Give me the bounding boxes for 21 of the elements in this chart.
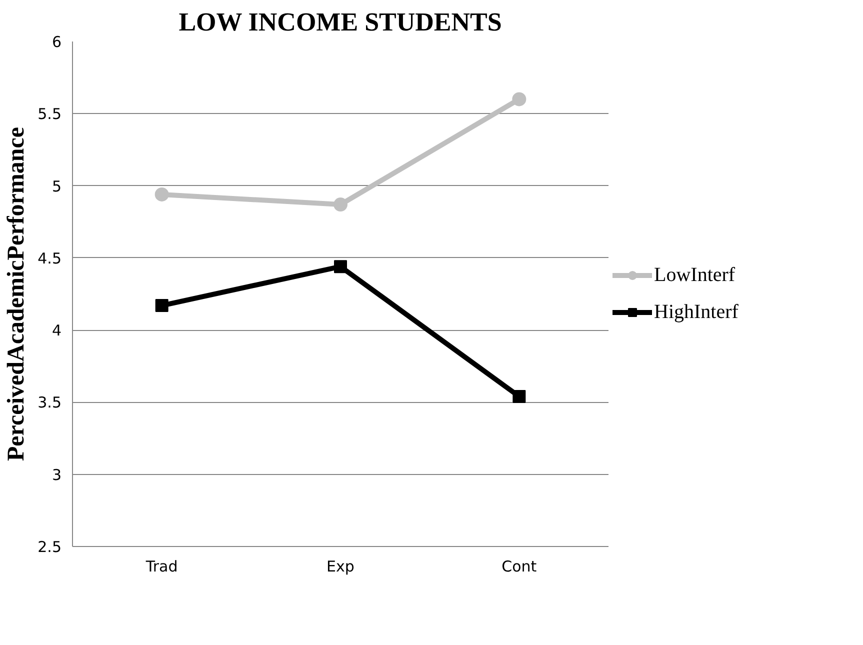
x-tick-label: Cont	[502, 558, 537, 576]
x-tick-label: Trad	[144, 558, 178, 576]
point	[512, 92, 526, 106]
point	[154, 187, 169, 202]
y-tick-label: 5.5	[38, 105, 62, 124]
y-tick-label: 6	[52, 33, 62, 51]
y-tick-label: 3	[52, 466, 62, 484]
point	[155, 299, 168, 312]
y-tick-label: 3.5	[38, 394, 62, 412]
y-tick-label: 5	[52, 177, 62, 196]
point	[512, 390, 526, 403]
y-tick-label: 4.5	[38, 249, 62, 268]
legend-label: HighInterf	[654, 300, 738, 324]
x-tick-label: Exp	[326, 558, 354, 576]
chart-title: LOW INCOME STUDENTS	[178, 8, 502, 36]
point	[334, 260, 347, 274]
y-axis-title: PerceivedAcademicPerformance	[4, 126, 30, 462]
legend-label: LowInterf	[654, 264, 736, 286]
y-tick-label: 4	[52, 322, 62, 340]
point	[334, 198, 348, 212]
y-tick-label: 2.5	[38, 538, 62, 556]
